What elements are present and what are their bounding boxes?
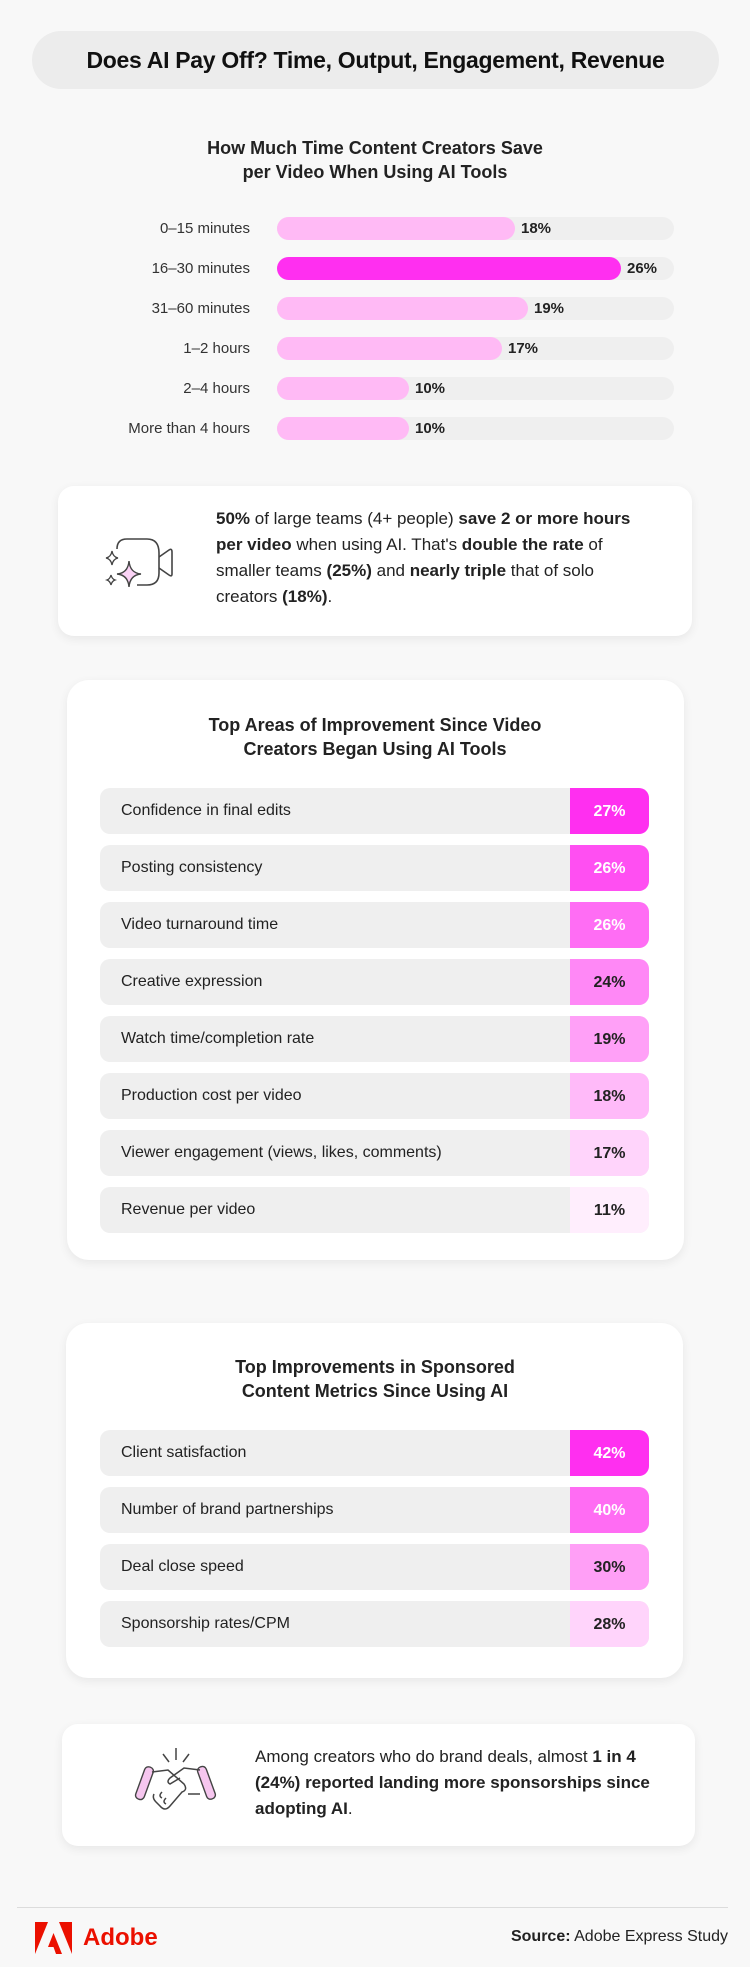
- row-value: 42%: [570, 1430, 649, 1476]
- page-title: Does AI Pay Off? Time, Output, Engagemen…: [32, 31, 719, 89]
- callout-text-segment: of large teams (4+ people): [250, 509, 459, 528]
- table-row: Video turnaround time 26%: [100, 902, 649, 948]
- callout-emphasis: double the rate: [461, 535, 584, 554]
- bar: [277, 416, 409, 440]
- row-label: Posting consistency: [121, 859, 263, 876]
- bar-category-label: 16–30 minutes: [151, 259, 250, 277]
- bar: [277, 256, 621, 280]
- table-row: Production cost per video 18%: [100, 1073, 649, 1119]
- callout-text-segment: when using AI. That's: [291, 535, 462, 554]
- table-row: Client satisfaction 42%: [100, 1430, 649, 1476]
- callout-emphasis: 1 in 4 (24%) reported landing more spons…: [255, 1747, 650, 1818]
- chart3-title: Top Improvements in Sponsored Content Me…: [0, 1355, 750, 1403]
- brand-deals-callout: Among creators who do brand deals, almos…: [62, 1724, 695, 1846]
- row-label: Number of brand partnerships: [121, 1501, 334, 1518]
- chart2-title-line: Creators Began Using AI Tools: [243, 739, 507, 759]
- table-row: Watch time/completion rate 19%: [100, 1016, 649, 1062]
- chart3-title-line: Content Metrics Since Using AI: [241, 1381, 509, 1401]
- table-row: Viewer engagement (views, likes, comment…: [100, 1130, 649, 1176]
- row-value: 26%: [570, 902, 649, 948]
- table-row: Sponsorship rates/CPM 28%: [100, 1601, 649, 1647]
- table-row: Creative expression 24%: [100, 959, 649, 1005]
- bar-category-label: 2–4 hours: [183, 379, 250, 397]
- bar-category-label: More than 4 hours: [128, 419, 250, 437]
- adobe-brand-name: Adobe: [83, 1924, 158, 1951]
- row-label: Viewer engagement (views, likes, comment…: [121, 1144, 442, 1161]
- row-label: Client satisfaction: [121, 1444, 247, 1461]
- row-value: 27%: [570, 788, 649, 834]
- callout-text: Among creators who do brand deals, almos…: [255, 1744, 655, 1822]
- bar: [277, 216, 515, 240]
- callout-text-segment: Among creators who do brand deals, almos…: [255, 1747, 593, 1766]
- callout-text-segment: .: [327, 587, 333, 606]
- callout-emphasis: save 2 or more hours per video: [216, 509, 631, 554]
- bar-value-label: 10%: [415, 379, 446, 397]
- source-value: Adobe Express Study: [570, 1928, 728, 1945]
- row-value: 11%: [570, 1187, 649, 1233]
- bar-value-label: 17%: [508, 339, 539, 357]
- callout-text-segment: .: [347, 1799, 353, 1818]
- bar-track: 18%: [277, 216, 674, 240]
- chart2-title-line: Top Areas of Improvement Since Video: [208, 715, 542, 735]
- footer-divider: [17, 1907, 728, 1908]
- row-label: Video turnaround time: [121, 916, 279, 933]
- row-value: 28%: [570, 1601, 649, 1647]
- bar: [277, 376, 409, 400]
- bar-category-label: 0–15 minutes: [159, 219, 250, 237]
- table-row: Confidence in final edits 27%: [100, 788, 649, 834]
- chart2-title: Top Areas of Improvement Since Video Cre…: [0, 713, 750, 761]
- row-value: 40%: [570, 1487, 649, 1533]
- callout-text-segment: that of solo creators: [216, 561, 594, 606]
- chart3-title-line: Top Improvements in Sponsored: [235, 1357, 515, 1377]
- large-teams-callout: 50% of large teams (4+ people) save 2 or…: [58, 486, 692, 636]
- bar-track: 19%: [277, 296, 674, 320]
- callout-text-segment: and: [371, 561, 410, 580]
- row-label: Creative expression: [121, 973, 263, 990]
- adobe-logo-icon: [35, 1922, 72, 1954]
- chart1-title: How Much Time Content Creators Save per …: [0, 136, 750, 184]
- row-value: 19%: [570, 1016, 649, 1062]
- row-label: Revenue per video: [121, 1201, 256, 1218]
- table-row: Deal close speed 30%: [100, 1544, 649, 1590]
- bar-category-label: 31–60 minutes: [151, 299, 250, 317]
- table-row: Number of brand partnerships 40%: [100, 1487, 649, 1533]
- row-label: Watch time/completion rate: [121, 1030, 315, 1047]
- chart1-title-line: How Much Time Content Creators Save: [207, 138, 543, 158]
- bar-value-label: 26%: [627, 259, 658, 277]
- bar-track: 17%: [277, 336, 674, 360]
- callout-text-segment: of smaller teams: [216, 535, 603, 580]
- bar-track: 26%: [277, 256, 674, 280]
- callout-emphasis: (25%): [326, 561, 372, 580]
- row-value: 26%: [570, 845, 649, 891]
- bar-track: 10%: [277, 376, 674, 400]
- chart1-title-line: per Video When Using AI Tools: [242, 162, 508, 182]
- table-row: Revenue per video 11%: [100, 1187, 649, 1233]
- row-label: Production cost per video: [121, 1087, 302, 1104]
- bar-value-label: 19%: [534, 299, 565, 317]
- bar-value-label: 10%: [415, 419, 446, 437]
- row-value: 30%: [570, 1544, 649, 1590]
- bar-value-label: 18%: [521, 219, 552, 237]
- callout-text: 50% of large teams (4+ people) save 2 or…: [216, 506, 656, 610]
- row-value: 17%: [570, 1130, 649, 1176]
- row-label: Deal close speed: [121, 1558, 244, 1575]
- bar-category-label: 1–2 hours: [183, 339, 250, 357]
- table-row: Posting consistency 26%: [100, 845, 649, 891]
- source-label: Source:: [510, 1928, 571, 1945]
- row-value: 18%: [570, 1073, 649, 1119]
- row-label: Confidence in final edits: [121, 802, 291, 819]
- callout-emphasis: nearly triple: [409, 561, 507, 580]
- handshake-icon: [134, 1748, 217, 1810]
- video-camera-sparkle-icon: [104, 538, 173, 588]
- callout-emphasis: (18%): [282, 587, 328, 606]
- source-credit: Source: Adobe Express Study: [511, 1928, 728, 1946]
- bar: [277, 336, 502, 360]
- bar: [277, 296, 528, 320]
- callout-emphasis: 50%: [216, 509, 251, 528]
- row-label: Sponsorship rates/CPM: [121, 1615, 290, 1632]
- row-value: 24%: [570, 959, 649, 1005]
- bar-track: 10%: [277, 416, 674, 440]
